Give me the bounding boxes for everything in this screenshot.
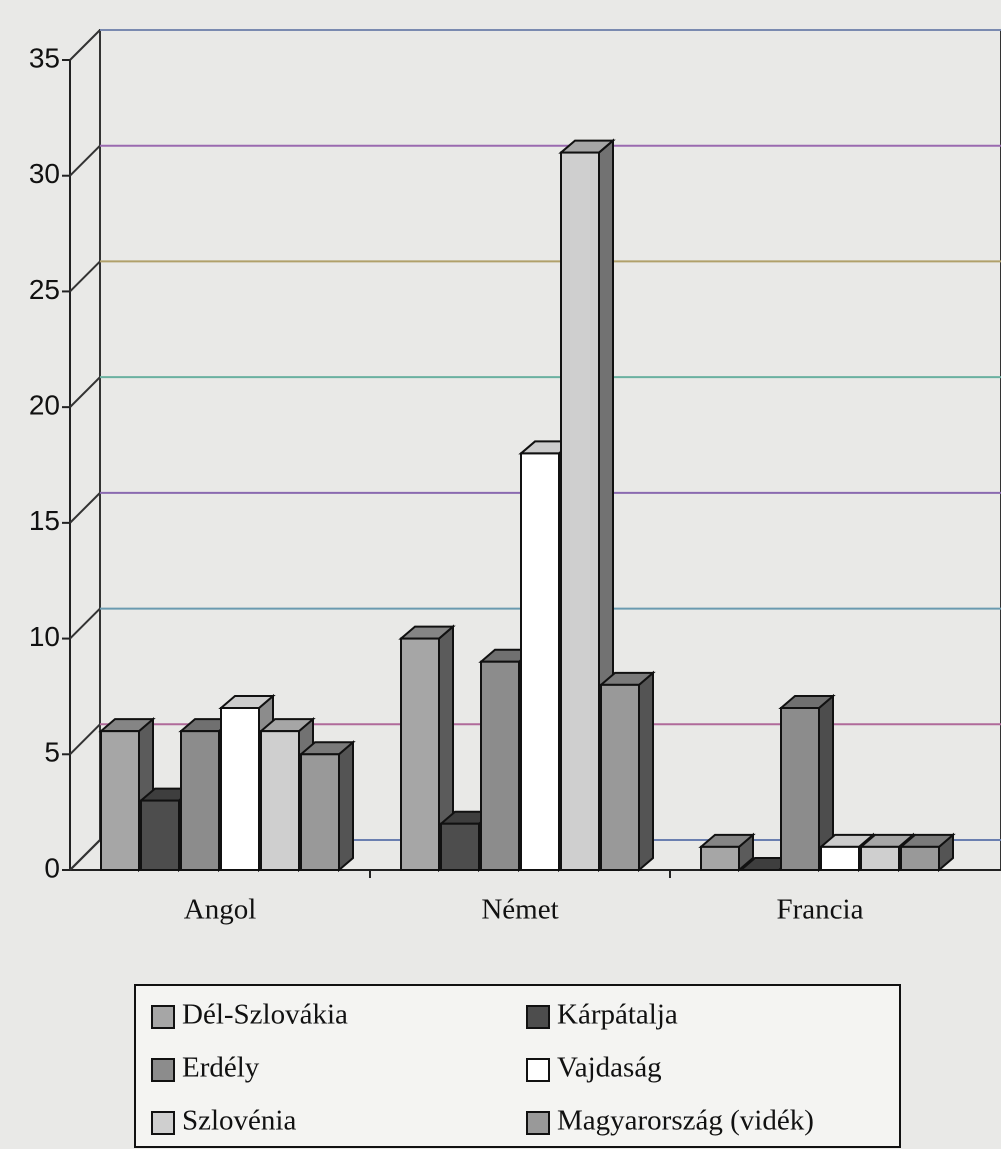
bar-face	[700, 845, 740, 871]
bar	[778, 693, 836, 873]
grid-line	[69, 29, 101, 61]
legend-swatch	[526, 1058, 550, 1082]
bar-face	[860, 845, 900, 871]
legend-label: Vajdaság	[557, 1052, 662, 1084]
y-tick-label: 35	[29, 42, 60, 73]
legend-label: Kárpátalja	[557, 999, 678, 1031]
grid-line	[69, 376, 101, 408]
bar	[98, 716, 156, 873]
legend-swatch	[151, 1005, 175, 1029]
x-tick-label: Francia	[777, 894, 864, 926]
legend-swatch	[526, 1005, 550, 1029]
bar-face	[100, 730, 140, 872]
legend-label: Erdély	[182, 1052, 260, 1084]
legend-box	[134, 984, 901, 1148]
grid-line	[69, 607, 101, 640]
legend-swatch	[151, 1111, 175, 1135]
grid-line	[69, 145, 101, 177]
y-tick-label: 30	[29, 158, 60, 189]
bar-face	[260, 730, 300, 872]
grid-line	[69, 492, 101, 524]
bar-face	[180, 730, 220, 872]
bar-face	[400, 637, 440, 871]
y-tick-label: 25	[29, 274, 60, 305]
bar-face	[338, 740, 354, 873]
bar-face	[140, 799, 180, 871]
bar-face	[520, 452, 560, 871]
bar	[898, 832, 956, 873]
y-tick-label: 5	[44, 737, 60, 768]
bar-face	[780, 707, 820, 871]
legend-label: Magyarország (vidék)	[557, 1105, 814, 1137]
legend-swatch	[526, 1111, 550, 1135]
legend-swatch	[151, 1058, 175, 1082]
bar	[598, 670, 656, 873]
y-tick-label: 15	[29, 505, 60, 536]
y-tick-label: 0	[44, 852, 60, 883]
bar-face	[638, 670, 654, 873]
bar-face	[300, 753, 340, 871]
bar-face	[820, 845, 860, 871]
bar-face	[900, 845, 940, 871]
grid-line	[69, 260, 101, 293]
bar-face	[220, 707, 260, 871]
y-tick-label: 10	[29, 621, 60, 652]
bar	[398, 624, 456, 873]
legend-label: Dél-Szlovákia	[182, 999, 348, 1031]
x-tick-label: Német	[481, 894, 558, 926]
bar-face	[440, 822, 480, 872]
bar-face	[560, 151, 600, 872]
bar	[698, 832, 756, 873]
y-tick-label: 20	[29, 390, 60, 421]
legend-label: Szlovénia	[182, 1105, 296, 1137]
bar-face	[600, 683, 640, 871]
bar	[298, 740, 356, 873]
grid-line	[69, 723, 101, 755]
bar-face	[480, 660, 520, 872]
x-tick-label: Angol	[184, 894, 257, 926]
grid-line	[69, 839, 101, 871]
